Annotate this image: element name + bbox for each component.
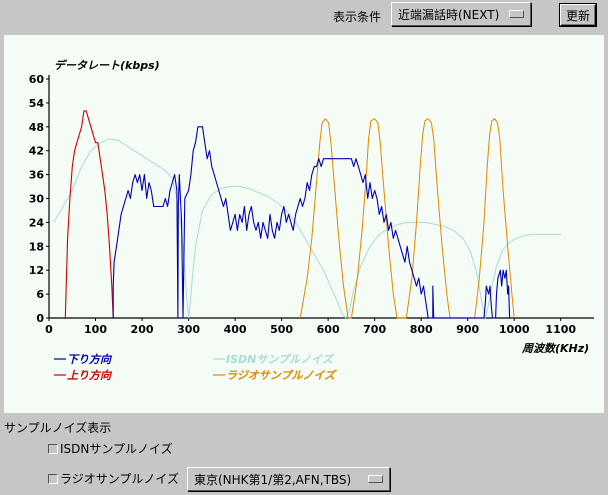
legend-label: 下り方向 bbox=[67, 353, 113, 366]
y-tick-label: 42 bbox=[29, 145, 44, 158]
refresh-button[interactable]: 更新 bbox=[559, 3, 597, 27]
x-tick-label: 100 bbox=[84, 323, 107, 336]
radio-noise-option[interactable]: ラジオサンプルノイズ bbox=[48, 470, 179, 487]
x-tick-label: 1000 bbox=[499, 323, 530, 336]
legend-label: ISDNサンプルノイズ bbox=[226, 353, 335, 366]
isdn-noise-label: ISDNサンプルノイズ bbox=[60, 442, 173, 456]
y-tick-label: 18 bbox=[29, 240, 44, 253]
x-tick-label: 900 bbox=[456, 323, 479, 336]
dropdown-arrow-icon bbox=[368, 475, 383, 483]
chart-panel: 0 6 12 18 24 30 36 42 48 54 60 0 100 200 300 400 500 600 7… bbox=[4, 35, 604, 413]
chart-series bbox=[53, 110, 561, 319]
y-tick-label: 30 bbox=[29, 193, 45, 206]
x-tick-label: 800 bbox=[410, 323, 433, 336]
isdn-noise-option[interactable]: ISDNサンプルノイズ bbox=[48, 440, 173, 457]
region-select-value: 東京(NHK第1/第2,AFN,TBS) bbox=[194, 472, 352, 487]
y-tick-label: 36 bbox=[29, 169, 45, 182]
radio-noise-label: ラジオサンプルノイズ bbox=[60, 472, 180, 486]
condition-label: 表示条件 bbox=[333, 10, 382, 24]
x-tick-label: 300 bbox=[177, 323, 200, 336]
x-tick-label: 0 bbox=[45, 323, 53, 336]
y-tick-label: 60 bbox=[29, 73, 45, 86]
sample-noise-section-label: サンプルノイズ表示 bbox=[4, 421, 112, 435]
isdn-noise-checkbox[interactable] bbox=[48, 443, 58, 454]
y-axis-label: データレート(kbps) bbox=[54, 59, 160, 72]
condition-select[interactable]: 近端漏話時(NEXT) bbox=[391, 2, 531, 26]
x-axis-label: 周波数(KHz) bbox=[521, 342, 589, 355]
y-tick-label: 24 bbox=[29, 216, 45, 229]
x-tick-label: 200 bbox=[131, 323, 154, 336]
x-tick-label: 600 bbox=[317, 323, 340, 336]
series-line-2 bbox=[64, 110, 114, 319]
condition-select-value: 近端漏話時(NEXT) bbox=[398, 7, 500, 22]
series-line-3 bbox=[53, 138, 561, 319]
series-line-1 bbox=[112, 126, 511, 319]
y-tick-label: 6 bbox=[36, 288, 44, 301]
y-tick-label: 12 bbox=[29, 264, 44, 277]
y-tick-label: 48 bbox=[29, 121, 44, 134]
dropdown-arrow-icon bbox=[509, 10, 524, 18]
series-line-4 bbox=[299, 118, 515, 319]
y-tick-label: 54 bbox=[29, 97, 45, 110]
x-tick-label: 400 bbox=[224, 323, 247, 336]
x-tick-label: 700 bbox=[363, 323, 386, 336]
legend-label: ラジオサンプルノイズ bbox=[226, 369, 337, 382]
region-select[interactable]: 東京(NHK第1/第2,AFN,TBS) bbox=[187, 467, 390, 491]
legend-label: 上り方向 bbox=[67, 369, 113, 382]
radio-noise-checkbox[interactable] bbox=[48, 473, 58, 484]
x-tick-label: 1100 bbox=[545, 323, 576, 336]
y-tick-label: 0 bbox=[36, 312, 44, 325]
x-tick-label: 500 bbox=[270, 323, 293, 336]
